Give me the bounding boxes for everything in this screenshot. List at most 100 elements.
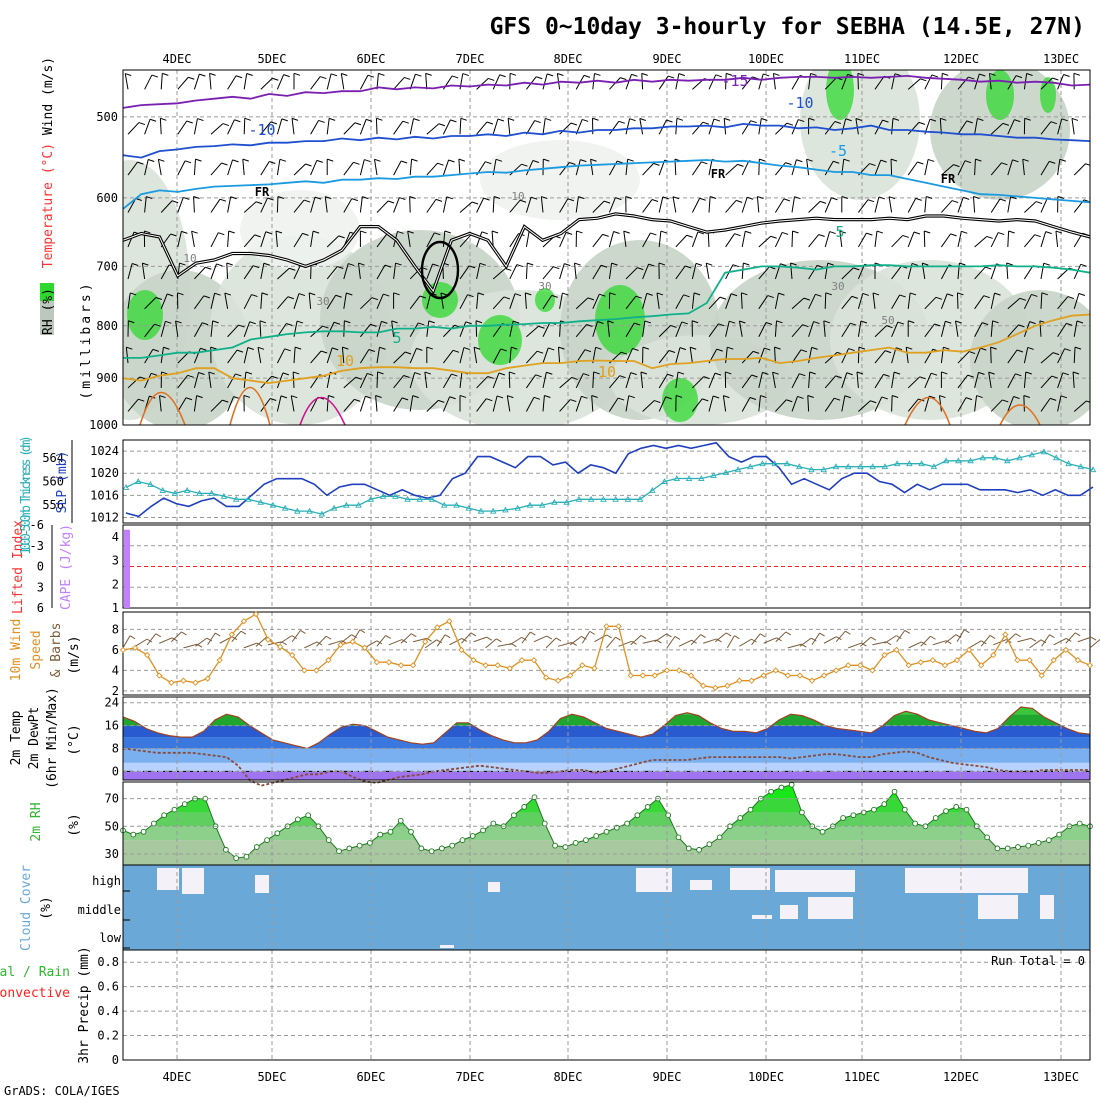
rh-point <box>891 788 898 795</box>
rh-point <box>716 834 723 841</box>
thickness-point <box>245 495 252 502</box>
cloud-gap <box>905 868 1005 893</box>
date-tick-label: 9DEC <box>653 52 682 66</box>
y-tick-label: 1 <box>112 601 119 615</box>
rh-point <box>778 784 785 791</box>
wind-speed-point <box>409 662 417 669</box>
thickness-point <box>453 501 460 508</box>
wind-speed-point <box>978 662 985 669</box>
rh-point <box>624 820 630 827</box>
rh-point <box>644 804 651 810</box>
y-tick-label: 900 <box>96 371 118 385</box>
rh-contour-label: 30 <box>316 295 329 308</box>
rh-point <box>377 831 384 838</box>
run-total-label: Run Total = 0 <box>991 954 1085 968</box>
wind-speed-point <box>663 667 671 674</box>
cloud-gap <box>780 905 798 919</box>
rh-2m-panel: 30 50 70 2m RH (%) <box>29 781 1093 866</box>
wind-speed-point <box>361 644 368 652</box>
y-tick-label: 24 <box>105 696 119 710</box>
thickness-point <box>1040 448 1048 455</box>
rh-point <box>943 808 949 814</box>
rh-point <box>387 828 394 835</box>
wind-speed-point <box>772 667 779 674</box>
date-tick-label: 7DEC <box>456 52 485 66</box>
thickness-point <box>918 460 925 467</box>
wind-speed-point <box>1050 657 1057 664</box>
wind-speed-label: Speed <box>29 630 44 669</box>
isotherm-line <box>123 122 1090 159</box>
wind-speed-point <box>240 618 248 625</box>
thickness-point <box>196 489 203 496</box>
svg-text:RH (%) Temperature (°C: RH (%) Temperature (°C) Wind (m/s) <box>41 57 56 335</box>
rh-point <box>881 801 888 807</box>
thickness-point <box>942 457 950 464</box>
wind-speed-point <box>180 677 187 684</box>
thickness-point <box>392 492 399 499</box>
precip-unit-label: 3hr Precip (mm) <box>77 946 92 1063</box>
date-tick-label: 4DEC <box>163 1070 192 1084</box>
thickness-point <box>220 492 228 499</box>
cloud-gap <box>488 882 500 892</box>
wind-speed-point <box>385 659 393 666</box>
rh-point <box>140 828 147 835</box>
thickness-point <box>575 495 583 502</box>
rh-point <box>799 809 805 816</box>
y-tick-label: 16 <box>105 719 119 733</box>
wind-speed-point <box>1014 657 1021 664</box>
wind-speed-point <box>518 657 526 664</box>
wind-speed-point <box>168 679 175 686</box>
rh-point <box>428 848 435 855</box>
isotherm-lines <box>123 74 1090 425</box>
rh-point <box>325 837 332 843</box>
date-tick-label: 9DEC <box>653 1070 682 1084</box>
lifted-index-label: Lifted Index <box>11 520 26 614</box>
y-tick-label: 700 <box>96 259 118 273</box>
thickness-point <box>281 504 289 511</box>
thickness-point <box>330 504 338 511</box>
thickness-point <box>710 472 717 479</box>
wind-speed-point <box>337 641 344 648</box>
wind-speed-point <box>736 677 743 684</box>
thickness-point <box>1089 466 1097 473</box>
rh-point <box>603 828 610 835</box>
thickness-point <box>808 466 815 473</box>
thickness-point <box>318 510 326 517</box>
millibars-label: (millibars) <box>79 280 94 399</box>
thickness-point <box>832 463 840 470</box>
wind-speed-point <box>446 618 453 625</box>
date-tick-label: 8DEC <box>554 52 583 66</box>
date-tick-label: 13DEC <box>1043 52 1079 66</box>
thickness-point <box>771 460 779 467</box>
cloud-gap <box>730 868 770 890</box>
y-tick-label: 1024 <box>90 444 119 458</box>
thickness-point <box>489 507 497 514</box>
thickness-point <box>428 495 436 502</box>
y-tick-label: 0.8 <box>97 955 119 969</box>
y-tick-label: -6 <box>30 518 44 532</box>
thickness-point <box>1053 454 1060 461</box>
wind-speed-point <box>591 665 598 672</box>
thickness-point <box>881 463 889 470</box>
rh-point <box>685 845 692 852</box>
thickness-point <box>416 495 424 502</box>
wind-speed-point <box>349 638 356 645</box>
thickness-point <box>355 501 362 508</box>
wind-speed-point <box>700 682 707 689</box>
cloud-layer-label: middle <box>78 903 121 917</box>
precip-panel: 0 0.2 0.4 0.6 0.8 Run Total = 0 Total / Rain… <box>0 946 1091 1067</box>
thickness-point <box>624 495 632 502</box>
thickness-point <box>294 507 301 514</box>
rh-point <box>531 794 538 801</box>
isotherm-label: -5 <box>829 142 847 160</box>
thickness-point <box>465 504 472 511</box>
cape-bar <box>124 529 130 608</box>
thickness-point <box>857 463 864 470</box>
thickness-point <box>208 489 215 496</box>
rh-point <box>901 806 908 813</box>
rh-point <box>459 837 466 843</box>
wind-speed-point <box>881 651 888 659</box>
y-tick-label: 4 <box>112 530 119 544</box>
wind-speed-point <box>1038 672 1045 679</box>
wind-speed-point <box>434 624 441 631</box>
